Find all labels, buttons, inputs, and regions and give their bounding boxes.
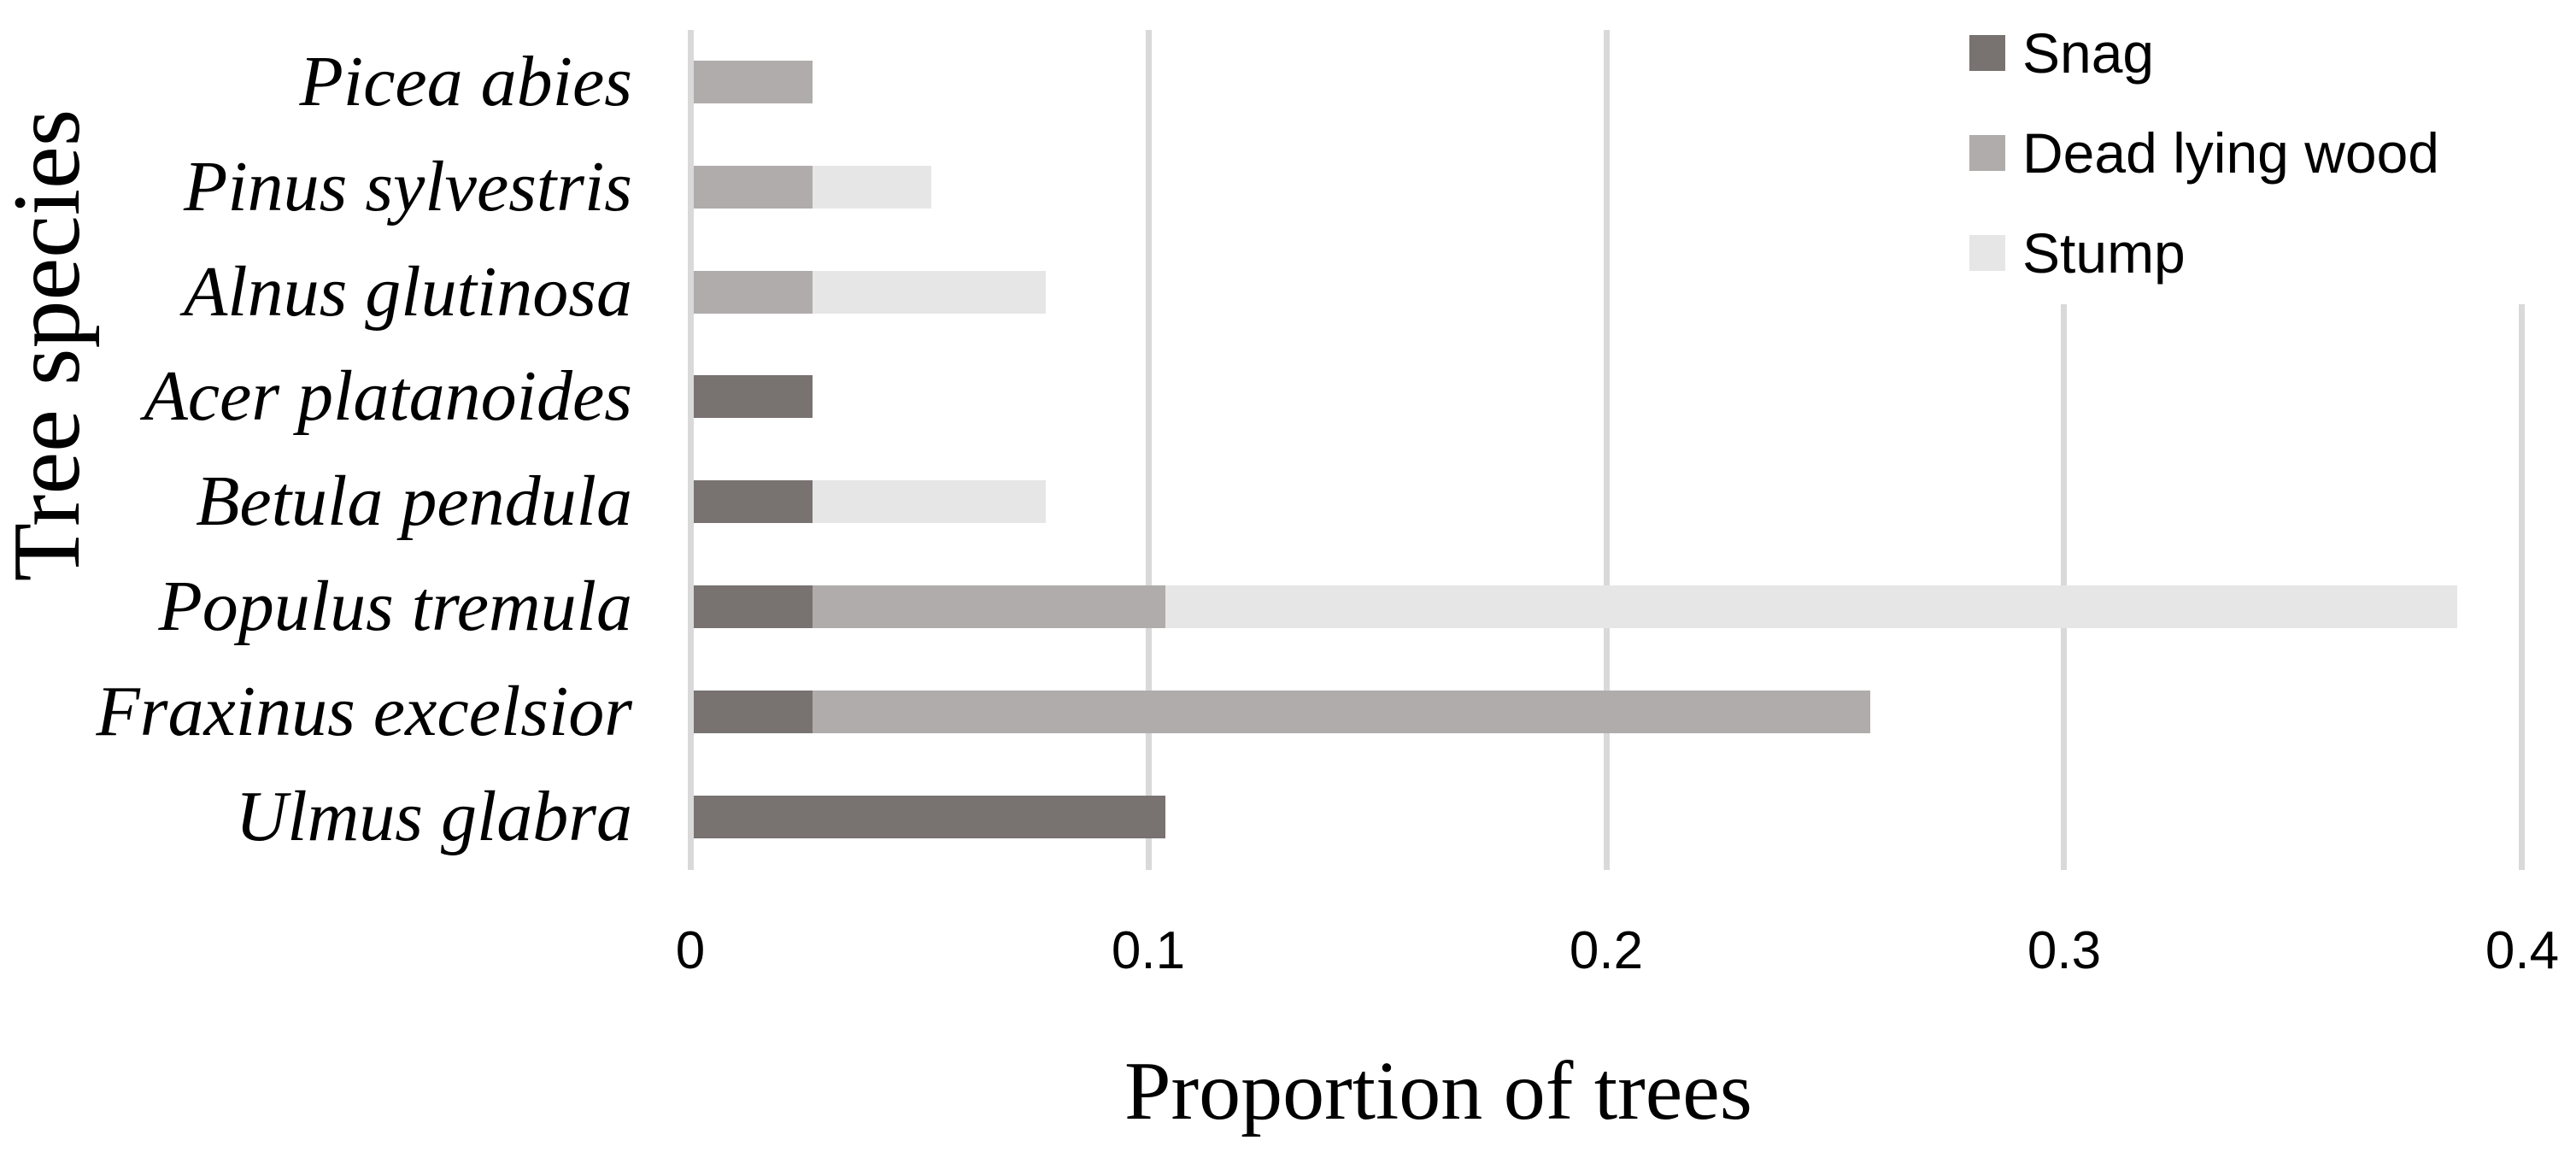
legend-swatch-snag: [1969, 35, 2005, 71]
bar-ulmus-glabra: [694, 796, 1165, 838]
bar-segment-snag: [694, 796, 1165, 838]
bar-alnus-glutinosa: [694, 271, 1046, 314]
bar-segment-dead-lying-wood: [813, 585, 1165, 628]
gridline-0-1: [1146, 30, 1152, 870]
y-axis-title: Tree species: [0, 109, 100, 582]
gridline-0: [688, 30, 694, 870]
bar-acer-platanoides: [694, 375, 813, 418]
bar-segment-snag: [694, 585, 813, 628]
bar-segment-snag: [694, 480, 813, 523]
legend-swatch-dead-lying-wood: [1969, 135, 2005, 171]
species-label: Populus tremula: [158, 567, 632, 646]
bar-segment-stump: [813, 480, 1046, 523]
x-tick-label: 0.1: [1111, 921, 1186, 980]
species-label: Acer platanoides: [144, 356, 632, 436]
legend-swatch-stump: [1969, 235, 2005, 271]
legend-label: Dead lying wood: [2022, 121, 2439, 185]
bar-segment-dead-lying-wood: [694, 166, 813, 209]
x-tick-label: 0: [675, 921, 706, 980]
species-label: Pinus sylvestris: [184, 147, 632, 226]
species-label: Alnus glutinosa: [183, 252, 632, 332]
bar-segment-stump: [813, 271, 1046, 314]
species-label: Picea abies: [299, 42, 632, 121]
bar-segment-snag: [694, 375, 813, 418]
bar-segment-dead-lying-wood: [813, 691, 1870, 733]
gridline-0-4: [2519, 304, 2525, 870]
bar-populus-tremula: [694, 585, 2457, 628]
species-label: Betula pendula: [196, 461, 632, 541]
species-label: Fraxinus excelsior: [96, 672, 633, 751]
x-axis-title: Proportion of trees: [1124, 1045, 1752, 1137]
x-tick-label: 0.2: [1569, 921, 1644, 980]
bar-segment-stump: [813, 166, 931, 209]
legend-item-snag: Snag: [1969, 21, 2439, 127]
bar-segment-dead-lying-wood: [694, 61, 813, 103]
x-tick-label: 0.4: [2485, 921, 2560, 980]
gridline-0-2: [1604, 30, 1610, 870]
bar-picea-abies: [694, 61, 813, 103]
bar-betula-pendula: [694, 480, 1046, 523]
x-tick-label: 0.3: [2027, 921, 2102, 980]
bar-segment-stump: [1165, 585, 2457, 628]
legend-item-dead-lying-wood: Dead lying wood: [1969, 121, 2439, 227]
legend: Snag Dead lying wood Stump: [1969, 21, 2439, 327]
legend-label: Snag: [2022, 21, 2155, 85]
legend-label: Stump: [2022, 221, 2186, 285]
species-label: Ulmus glabra: [235, 777, 632, 856]
legend-item-stump: Stump: [1969, 221, 2439, 327]
bar-fraxinus-excelsior: [694, 691, 1870, 733]
bar-segment-snag: [694, 691, 813, 733]
bar-pinus-sylvestris: [694, 166, 931, 209]
bar-segment-dead-lying-wood: [694, 271, 813, 314]
